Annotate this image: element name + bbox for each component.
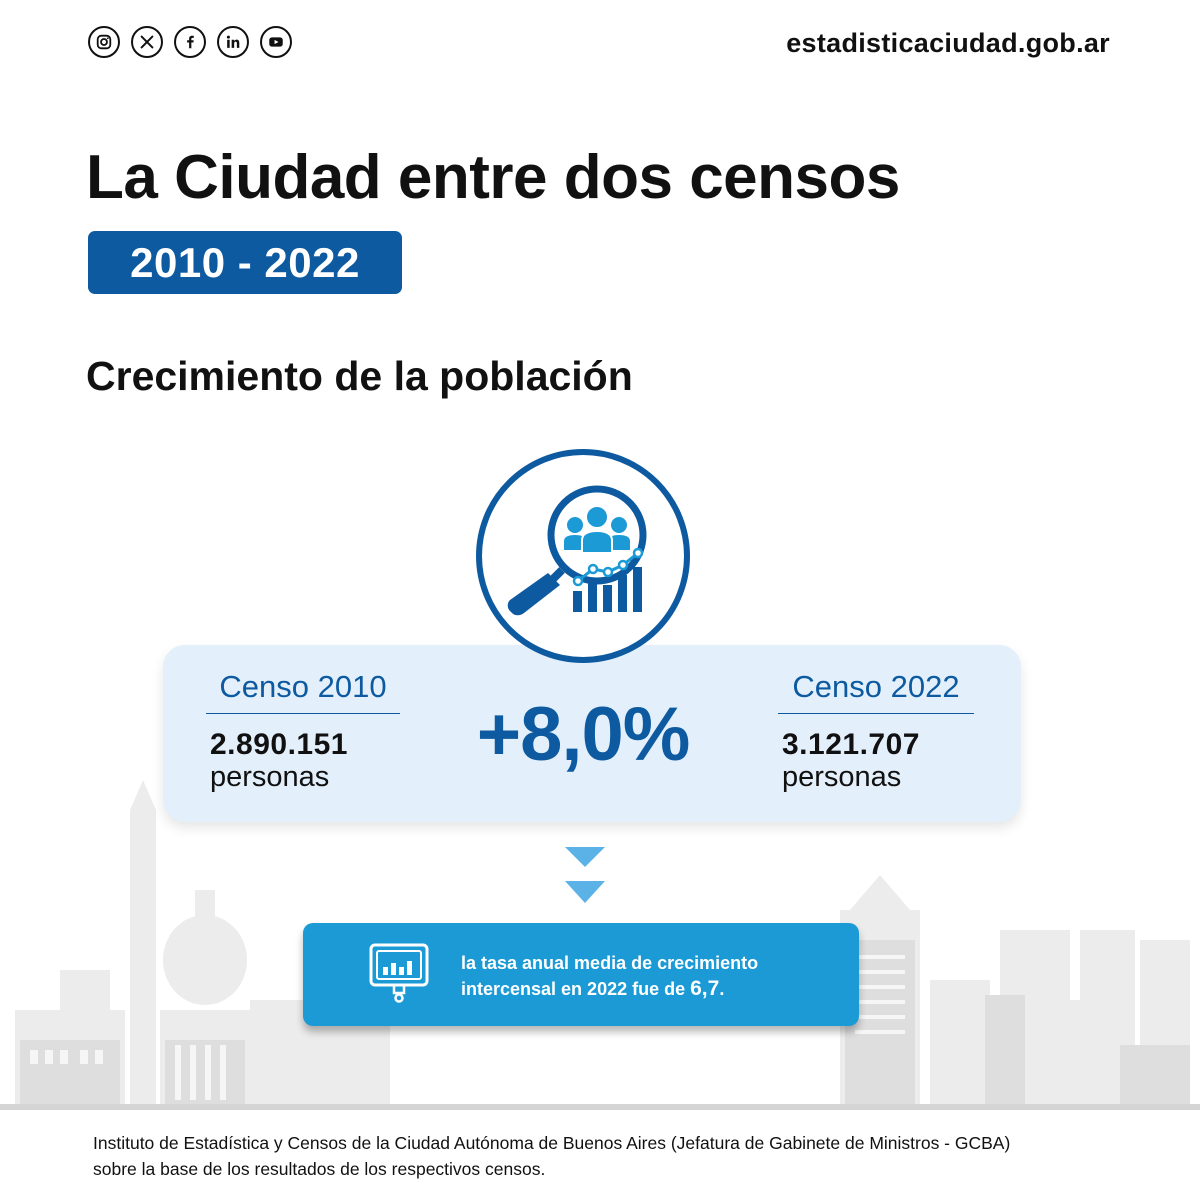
census-2022-unit: personas: [782, 761, 902, 793]
census-2010: Censo 2010 2.890.151 personas: [206, 669, 400, 792]
city-skyline-illustration: [15, 780, 1190, 1104]
growth-percentage: +8,0%: [476, 692, 691, 777]
footnote-line1: Instituto de Estadística y Censos de la …: [93, 1133, 1011, 1153]
rate-text-prefix: intercensal en 2022 fue de: [461, 979, 691, 999]
footnote-line2: sobre la base de los resultados de los r…: [93, 1159, 546, 1179]
census-2022-label: Censo 2022: [778, 669, 974, 714]
years-badge: 2010 - 2022: [88, 231, 402, 294]
youtube-icon[interactable]: [260, 26, 292, 58]
social-links: [88, 26, 292, 58]
rate-value: 6,7: [690, 977, 720, 1000]
census-2010-unit: personas: [210, 761, 330, 793]
population-stats-card: Censo 2010 2.890.151 personas +8,0% Cens…: [163, 645, 1021, 822]
rate-text-line2: intercensal en 2022 fue de 6,7.: [461, 976, 841, 1002]
census-2010-label: Censo 2010: [206, 669, 400, 714]
growth-rate-text: la tasa anual media de crecimiento inter…: [461, 951, 841, 1002]
down-arrows-icon: [563, 845, 607, 912]
rate-text-line1: la tasa anual media de crecimiento: [461, 953, 759, 973]
page-title: La Ciudad entre dos censos: [86, 143, 900, 212]
section-subtitle: Crecimiento de la población: [86, 353, 633, 399]
facebook-icon[interactable]: [174, 26, 206, 58]
source-footnote: Instituto de Estadística y Censos de la …: [93, 1130, 1143, 1182]
site-url[interactable]: estadisticaciudad.gob.ar: [786, 28, 1110, 58]
ground-line: [0, 1104, 1200, 1110]
rate-suffix: .: [719, 979, 725, 999]
growth-rate-card: la tasa anual media de crecimiento inter…: [303, 923, 859, 1026]
linkedin-icon[interactable]: [217, 26, 249, 58]
x-icon[interactable]: [131, 26, 163, 58]
census-2010-value: 2.890.151: [210, 728, 348, 761]
population-search-icon: [476, 449, 690, 663]
monitor-chart-icon: [369, 943, 429, 1003]
instagram-icon[interactable]: [88, 26, 120, 58]
census-2022-value: 3.121.707: [782, 728, 920, 761]
census-2022: Censo 2022 3.121.707 personas: [778, 669, 974, 792]
